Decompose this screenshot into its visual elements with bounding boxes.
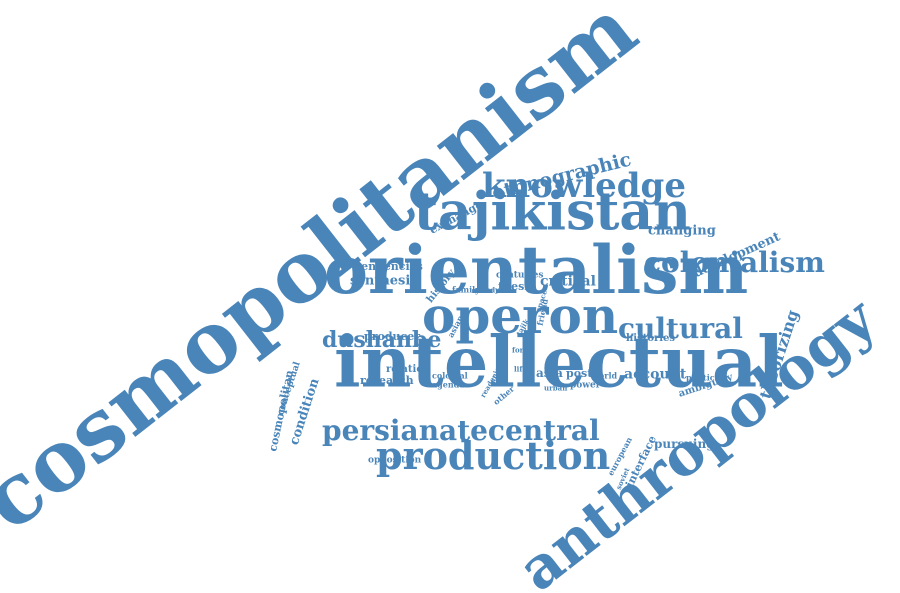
word-world: world xyxy=(592,370,618,381)
word-critical: critical xyxy=(540,273,596,290)
word-family: family xyxy=(452,284,480,295)
word-asia: asia xyxy=(536,366,563,381)
word-urban: urban xyxy=(544,383,568,393)
word-production: production xyxy=(376,432,611,478)
word-life: life xyxy=(514,364,527,374)
word-knowledge: knowledge xyxy=(482,166,686,207)
word-operon: operon xyxy=(422,286,619,345)
word-pursuing: pursuing xyxy=(654,437,715,452)
word-power: power xyxy=(570,380,601,391)
word-study: study xyxy=(478,285,500,295)
word-thesis: thesis xyxy=(498,279,535,293)
word-account: account xyxy=(624,366,687,383)
word-relation: relation xyxy=(386,363,431,375)
word-opposition: opposition xyxy=(368,455,422,466)
word-colonial: colonial xyxy=(432,370,468,381)
word-tendencies: tendencies xyxy=(356,259,423,273)
word-cultural: cultural xyxy=(618,312,743,346)
word-colonialism: colonialism xyxy=(644,246,825,280)
word-histories: histories xyxy=(626,332,676,344)
word-research: research xyxy=(360,373,414,387)
word-agenda: agenda xyxy=(432,379,465,390)
word-synthesis: synthesis xyxy=(350,273,418,289)
word-post: post xyxy=(566,366,593,380)
word-producer: producer xyxy=(364,329,421,343)
word-intellectual: intellectual xyxy=(334,320,784,404)
word-persianatecentral: persianatecentral xyxy=(322,414,600,448)
word-orientalism: orientalism xyxy=(324,230,749,309)
word-political: political xyxy=(686,372,723,383)
word-changing: changing xyxy=(648,223,716,239)
word-centuries: centuries xyxy=(496,270,544,281)
word-form: form xyxy=(512,345,531,355)
word-tajikistan: tajikistan xyxy=(414,181,691,243)
word-dushanbe: dushanbe xyxy=(322,326,442,353)
